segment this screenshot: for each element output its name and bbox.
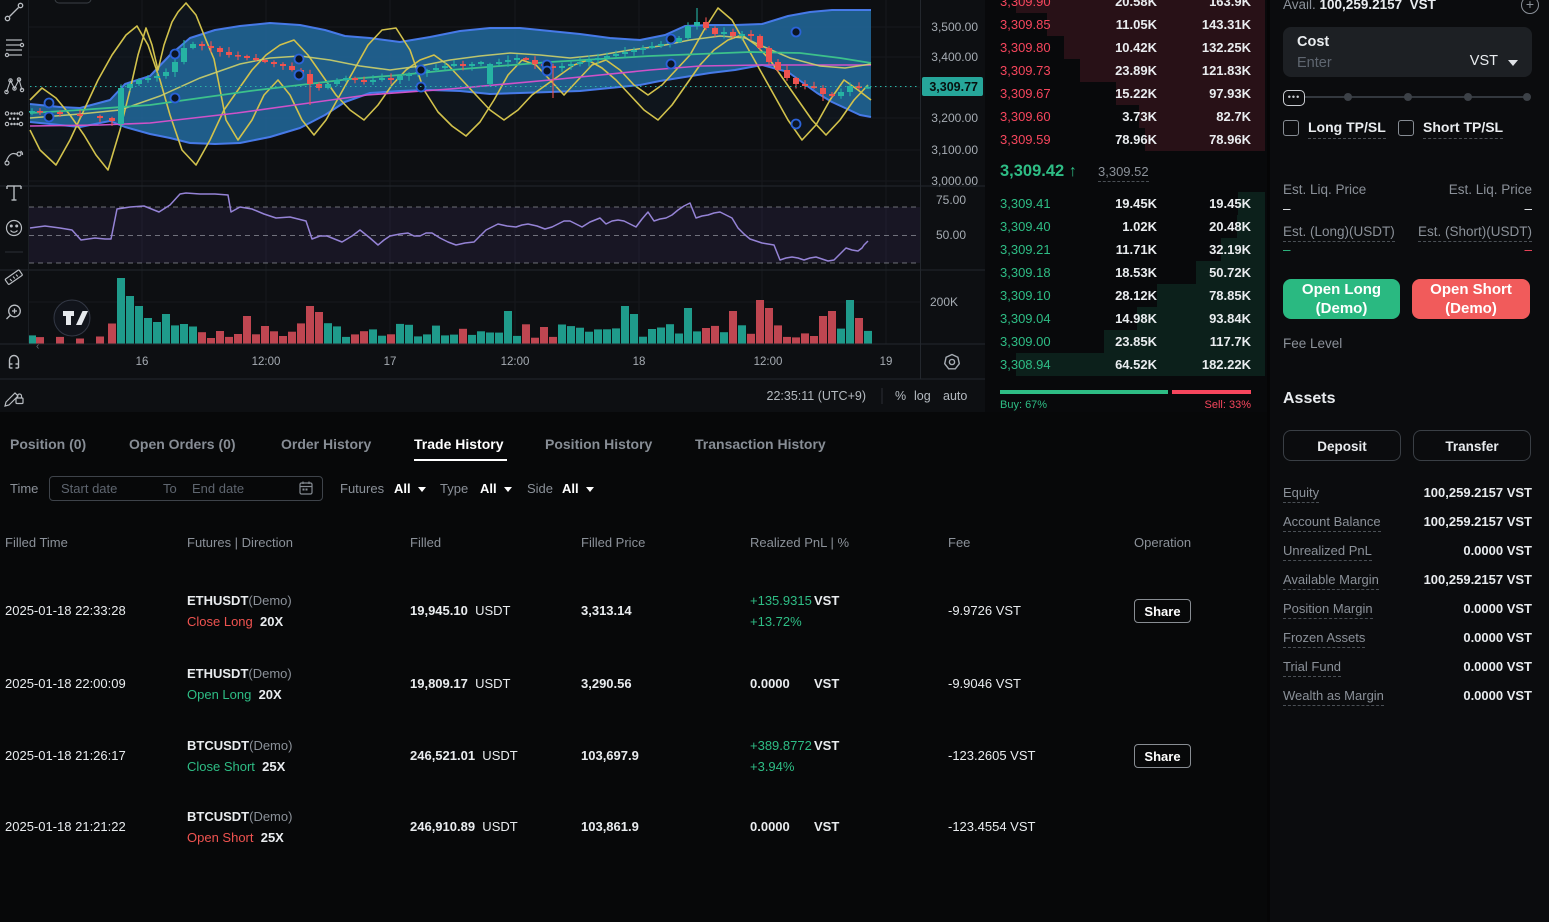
svg-text:17: 17 [384,356,397,368]
svg-text:12:00: 12:00 [754,356,783,368]
svg-text:‹: ‹ [36,341,39,352]
svg-text:75.00: 75.00 [936,193,966,207]
svg-text:auto: auto [943,389,967,403]
svg-text:3,100.00: 3,100.00 [931,143,978,157]
svg-text:3,400.00: 3,400.00 [931,50,978,64]
svg-text:16: 16 [136,356,149,368]
svg-text:22:35:11 (UTC+9): 22:35:11 (UTC+9) [767,389,866,403]
svg-text:12:00: 12:00 [501,356,530,368]
svg-text:50.00: 50.00 [936,228,966,242]
svg-text:19: 19 [880,356,893,368]
svg-text:log: log [914,389,931,403]
svg-text:3,000.00: 3,000.00 [931,174,978,188]
svg-text:200K: 200K [930,295,958,309]
svg-text:3,200.00: 3,200.00 [931,111,978,125]
svg-text:%: % [895,389,906,403]
svg-text:12:00: 12:00 [252,356,281,368]
svg-text:3,309.77: 3,309.77 [929,80,978,94]
svg-text:18: 18 [633,356,646,368]
svg-text:3,500.00: 3,500.00 [931,20,978,34]
